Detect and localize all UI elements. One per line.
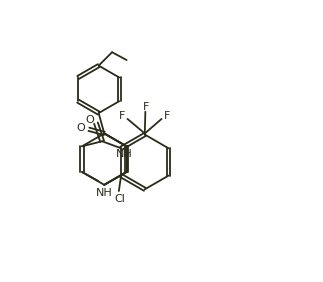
Text: F: F [119,111,126,121]
Text: O: O [77,123,86,133]
Text: F: F [143,102,149,112]
Text: NH: NH [96,188,113,198]
Text: Cl: Cl [114,194,125,204]
Text: O: O [86,115,94,125]
Text: F: F [163,111,170,121]
Text: NH: NH [116,149,133,159]
